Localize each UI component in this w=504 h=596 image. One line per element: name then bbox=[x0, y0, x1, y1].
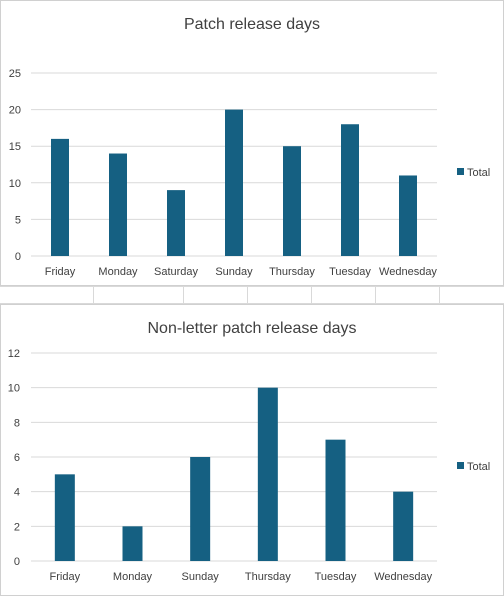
chart-bars bbox=[51, 109, 417, 257]
x-tick-label: Monday bbox=[98, 266, 138, 278]
y-tick-label: 4 bbox=[14, 487, 20, 499]
y-tick-label: 10 bbox=[9, 178, 21, 190]
x-tick-label: Wednesday bbox=[374, 571, 432, 583]
legend-label: Total bbox=[467, 461, 490, 473]
chart-gridlines bbox=[31, 352, 437, 562]
cell-divider bbox=[183, 287, 184, 303]
bar-saturday[interactable] bbox=[167, 190, 185, 256]
x-tick-label: Wednesday bbox=[379, 266, 437, 278]
y-tick-label: 12 bbox=[8, 348, 20, 360]
bar-sunday[interactable] bbox=[190, 457, 211, 561]
y-tick-label: 10 bbox=[8, 383, 20, 395]
chart-legend: Total bbox=[457, 167, 490, 179]
x-tick-label: Saturday bbox=[154, 266, 199, 278]
x-tick-label: Tuesday bbox=[315, 571, 357, 583]
bar-wednesday[interactable] bbox=[393, 491, 414, 561]
cell-divider bbox=[375, 287, 376, 303]
chart-non-letter-patch-release-days[interactable]: Non-letter patch release days 0 2 4 6 8 10 12 … bbox=[0, 304, 504, 596]
x-axis-tick-labels: Friday Monday Sunday Thursday Tuesday Wednesd… bbox=[50, 571, 433, 583]
y-tick-label: 25 bbox=[9, 68, 21, 80]
x-tick-label: Sunday bbox=[182, 571, 220, 583]
x-tick-label: Friday bbox=[45, 266, 76, 278]
x-tick-label: Sunday bbox=[215, 266, 253, 278]
y-axis-tick-labels: 0 2 4 6 8 10 12 bbox=[8, 348, 20, 568]
y-tick-label: 0 bbox=[14, 556, 20, 568]
cell-divider bbox=[247, 287, 248, 303]
cell-divider bbox=[93, 287, 94, 303]
y-axis-tick-labels: 0 5 10 15 20 25 bbox=[9, 68, 21, 263]
legend-swatch bbox=[457, 462, 464, 469]
bar-tuesday[interactable] bbox=[325, 439, 346, 561]
x-tick-label: Thursday bbox=[269, 266, 315, 278]
bar-friday[interactable] bbox=[51, 138, 69, 256]
cell-divider bbox=[439, 287, 440, 303]
chart-patch-release-days[interactable]: Patch release days 0 5 10 15 20 25 Friday Mond… bbox=[0, 0, 504, 286]
legend-label: Total bbox=[467, 167, 490, 179]
bar-monday[interactable] bbox=[109, 153, 127, 256]
y-tick-label: 20 bbox=[9, 105, 21, 117]
y-tick-label: 15 bbox=[9, 141, 21, 153]
y-tick-label: 6 bbox=[14, 452, 20, 464]
y-tick-label: 0 bbox=[15, 251, 21, 263]
legend-swatch bbox=[457, 168, 464, 175]
bar-sunday[interactable] bbox=[225, 109, 243, 256]
y-tick-label: 2 bbox=[14, 521, 20, 533]
bar-thursday[interactable] bbox=[257, 387, 278, 561]
chart-legend: Total bbox=[457, 461, 490, 473]
chart-title: Non-letter patch release days bbox=[148, 320, 357, 337]
bar-friday[interactable] bbox=[54, 474, 75, 561]
chart-2-svg: Non-letter patch release days 024681012 … bbox=[8, 320, 491, 583]
chart-title: Patch release days bbox=[184, 16, 320, 33]
cell-divider bbox=[311, 287, 312, 303]
bar-monday[interactable] bbox=[122, 526, 143, 561]
y-tick-label: 5 bbox=[15, 214, 21, 226]
chart-bars bbox=[54, 387, 414, 561]
spreadsheet-row-strip bbox=[0, 286, 504, 304]
bar-wednesday[interactable] bbox=[399, 175, 417, 256]
bar-tuesday[interactable] bbox=[341, 124, 359, 257]
x-tick-label: Friday bbox=[50, 571, 81, 583]
x-tick-label: Monday bbox=[113, 571, 153, 583]
x-tick-label: Tuesday bbox=[329, 266, 371, 278]
bar-thursday[interactable] bbox=[283, 146, 301, 256]
chart-1-svg: Patch release days 0 5 10 15 20 25 Friday Mond… bbox=[9, 16, 491, 278]
x-axis-tick-labels: Friday Monday Saturday Sunday Thursday Tuesda… bbox=[45, 266, 438, 278]
x-tick-label: Thursday bbox=[245, 571, 291, 583]
y-tick-label: 8 bbox=[14, 417, 20, 429]
